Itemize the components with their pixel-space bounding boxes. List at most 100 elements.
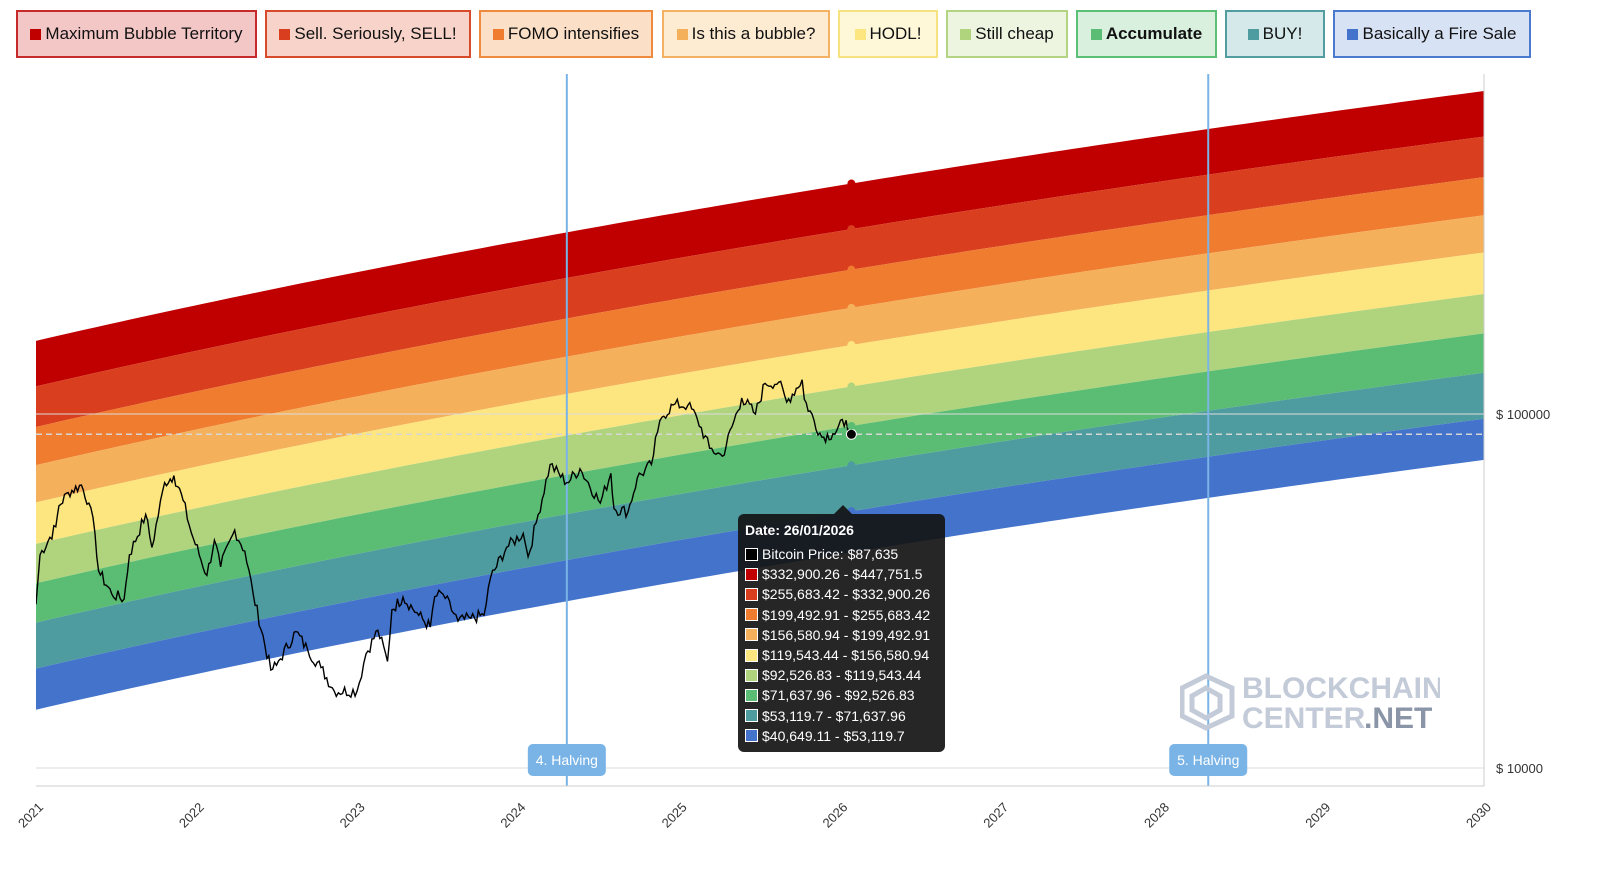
tooltip-swatch: [745, 587, 758, 601]
band-2: [36, 177, 1484, 466]
legend-item-2[interactable]: FOMO intensifies: [479, 10, 653, 58]
tooltip-arrow: [834, 505, 852, 514]
legend-swatch: [1090, 28, 1102, 40]
legend-swatch: [492, 28, 504, 40]
legend-swatch: [1247, 28, 1259, 40]
tooltip-row-text: $119,543.44 - $156,580.94: [762, 647, 930, 664]
tooltip-swatch: [745, 709, 758, 723]
tooltip-swatch: [745, 668, 758, 682]
hover-band-point-6: [847, 421, 856, 430]
watermark-line1: BLOCKCHAIN: [1242, 672, 1440, 705]
blockchaincenter-watermark: BLOCKCHAIN CENTER .NET: [1179, 666, 1444, 736]
band-1: [36, 136, 1484, 427]
band-5: [36, 294, 1484, 584]
x-tick-label-2: 2023: [337, 800, 368, 831]
legend-swatch: [854, 28, 866, 40]
x-tick-label-7: 2028: [1141, 800, 1172, 831]
band-0: [36, 91, 1484, 387]
y-tick-label-1: $ 100000: [1496, 407, 1550, 422]
x-tick-label-6: 2027: [980, 800, 1011, 831]
tooltip: Date: 26/01/2026 Bitcoin Price: $87,635 $…: [738, 514, 945, 752]
tooltip-swatch: [745, 648, 758, 662]
hover-band-point-4: [847, 341, 856, 350]
legend-item-7[interactable]: BUY!: [1225, 10, 1325, 58]
band-4: [36, 252, 1484, 544]
legend-label: Maximum Bubble Territory: [45, 24, 243, 43]
legend-item-6[interactable]: Accumulate: [1076, 10, 1217, 58]
legend-label: Sell. Seriously, SELL!: [294, 24, 457, 43]
tooltip-row-text: $92,526.83 - $119,543.44: [762, 667, 922, 684]
legend-swatch: [960, 28, 972, 40]
tooltip-row-8: $53,119.7 - $71,637.96: [745, 706, 938, 726]
x-tick-label-9: 2030: [1463, 800, 1494, 831]
tooltip-row-text: $255,683.42 - $332,900.26: [762, 586, 931, 603]
tooltip-row-4: $156,580.94 - $199,492.91: [745, 625, 938, 645]
tooltip-row-7: $71,637.96 - $92,526.83: [745, 685, 938, 705]
tooltip-row-6: $92,526.83 - $119,543.44: [745, 665, 938, 685]
legend-label: FOMO intensifies: [507, 24, 640, 43]
tooltip-row-text: $332,900.26 - $447,751.5: [762, 566, 923, 583]
legend-item-3[interactable]: Is this a bubble?: [662, 10, 830, 58]
x-tick-label-8: 2029: [1302, 800, 1333, 831]
tooltip-row-text: $199,492.91 - $255,683.42: [762, 606, 931, 623]
legend-swatch: [1347, 28, 1359, 40]
halving-markers: 4. Halving 5. Halving: [527, 74, 1248, 786]
legend-label: Is this a bubble?: [691, 24, 816, 43]
legend-label: BUY!: [1262, 24, 1303, 43]
bitcoin-price-line: [36, 379, 853, 699]
watermark-line3: .NET: [1364, 702, 1432, 735]
legend-label: HODL!: [869, 24, 922, 43]
legend-swatch: [30, 28, 42, 40]
legend: Maximum Bubble Territory Sell. Seriously,…: [0, 0, 1600, 70]
x-tick-label-5: 2026: [819, 800, 850, 831]
halving-label-box-1: [1169, 744, 1248, 776]
x-tick-label-0: 2021: [15, 800, 46, 831]
tooltip-row-text: $156,580.94 - $199,492.91: [762, 626, 931, 643]
x-tick-label-4: 2025: [659, 800, 690, 831]
tooltip-row-text: $71,637.96 - $92,526.83: [762, 687, 915, 704]
hover-band-point-7: [847, 461, 856, 470]
tooltip-row-text: Bitcoin Price: $87,635: [762, 546, 899, 563]
tooltip-row-1: $332,900.26 - $447,751.5: [745, 564, 938, 584]
band-6: [36, 333, 1484, 623]
current-price-point: [845, 428, 857, 440]
legend-item-8[interactable]: Basically a Fire Sale: [1333, 10, 1531, 58]
hover-band-point-5: [847, 382, 856, 391]
legend-item-1[interactable]: Sell. Seriously, SELL!: [265, 10, 471, 58]
hover-band-point-3: [847, 303, 856, 312]
tooltip-row-5: $119,543.44 - $156,580.94: [745, 645, 938, 665]
x-tick-label-1: 2022: [176, 800, 207, 831]
legend-item-4[interactable]: HODL!: [838, 10, 938, 58]
tooltip-swatch: [745, 608, 758, 622]
tooltip-row-text: $53,119.7 - $71,637.96: [762, 707, 906, 724]
halving-label-1: 5. Halving: [1177, 752, 1239, 768]
tooltip-swatch: [745, 628, 758, 642]
tooltip-swatch: [745, 688, 758, 702]
tooltip-title: Date: 26/01/2026: [745, 522, 854, 538]
legend-label: Still cheap: [975, 24, 1054, 43]
tooltip-row-3: $199,492.91 - $255,683.42: [745, 605, 938, 625]
halving-label-0: 4. Halving: [536, 752, 598, 768]
tooltip-row-0: Bitcoin Price: $87,635: [745, 544, 938, 564]
x-tick-label-3: 2024: [497, 800, 528, 831]
legend-label: Basically a Fire Sale: [1362, 24, 1517, 43]
legend-label: Accumulate: [1105, 24, 1203, 43]
legend-swatch: [676, 28, 688, 40]
tooltip-swatch: [745, 567, 758, 581]
tooltip-row-9: $40,649.11 - $53,119.7: [745, 726, 938, 746]
watermark-line2: CENTER: [1242, 702, 1366, 735]
tooltip-row-text: $40,649.11 - $53,119.7: [762, 727, 905, 744]
tooltip-swatch: [745, 729, 758, 743]
hover-band-point-0: [847, 179, 856, 188]
tooltip-swatch: [745, 547, 758, 561]
legend-item-0[interactable]: Maximum Bubble Territory: [16, 10, 257, 58]
hover-band-point-1: [847, 225, 856, 234]
halving-label-box-0: [527, 744, 606, 776]
y-tick-label-0: $ 10000: [1496, 761, 1543, 776]
hover-band-point-2: [847, 265, 856, 274]
band-3: [36, 215, 1484, 503]
tooltip-row-2: $255,683.42 - $332,900.26: [745, 584, 938, 604]
legend-item-5[interactable]: Still cheap: [946, 10, 1068, 58]
legend-swatch: [279, 28, 291, 40]
blockchaincenter-logo-icon: [1179, 673, 1235, 731]
